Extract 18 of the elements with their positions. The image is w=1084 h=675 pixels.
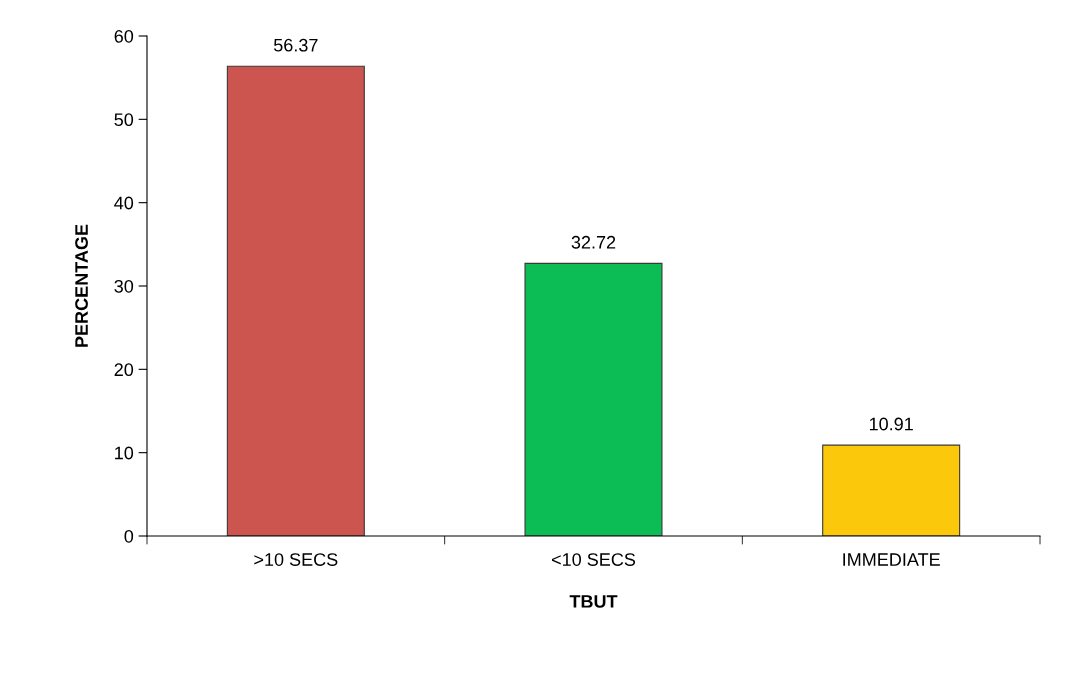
bar [226, 65, 365, 536]
data-label: 10.91 [869, 417, 913, 431]
x-axis-title: TBUT [569, 595, 618, 608]
y-axis-title: PERCENTAGE [75, 224, 88, 347]
y-tick-label: 10 [115, 446, 134, 460]
y-tick-label: 50 [114, 113, 134, 127]
y-tick-label: 0 [124, 529, 134, 543]
y-tick-label: 60 [114, 29, 134, 43]
x-tick-label: >10 SECS [254, 553, 338, 566]
x-tick-label: <10 SECS [551, 553, 636, 566]
y-tick-label: 20 [114, 363, 134, 377]
x-tick-label: IMMEDIATE [843, 553, 940, 566]
bar [524, 262, 663, 536]
bar [822, 444, 961, 536]
y-tick-label: 40 [114, 196, 134, 210]
data-label: 56.37 [273, 38, 318, 52]
data-label: 32.72 [571, 235, 616, 249]
y-tick-label: 30 [114, 279, 134, 293]
